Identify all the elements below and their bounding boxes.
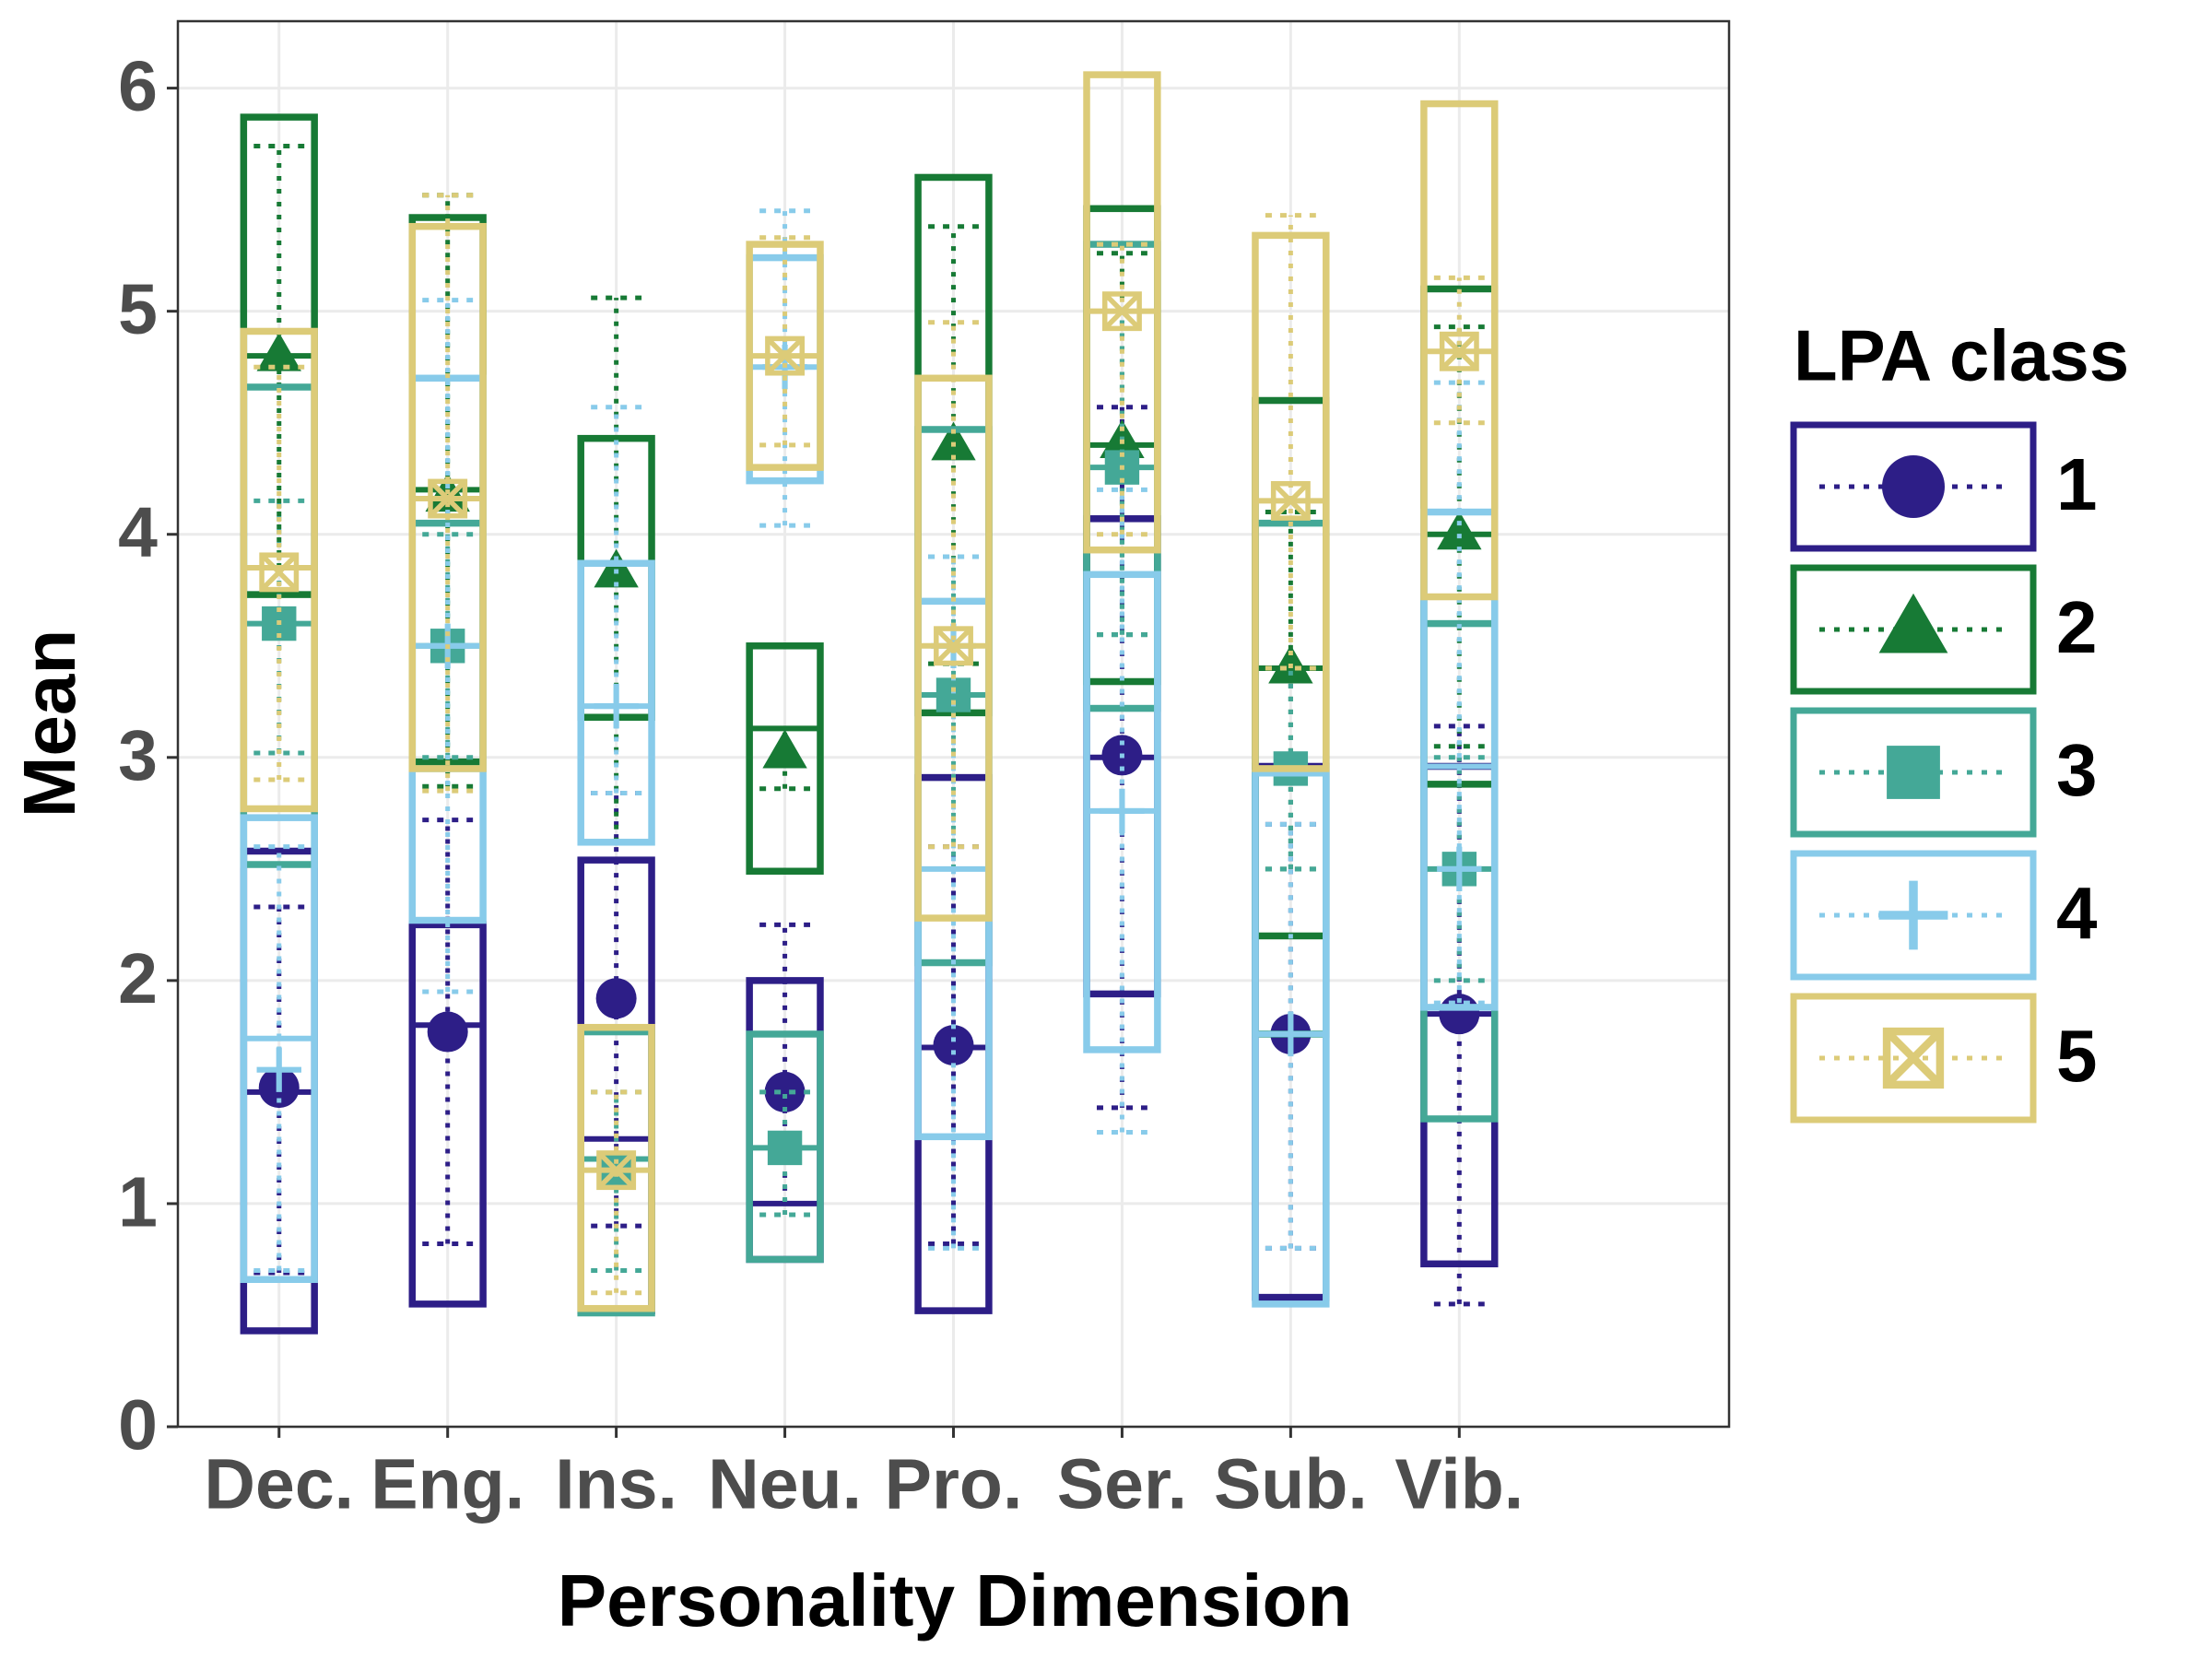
mean-point — [1437, 846, 1482, 892]
mean-point-part — [594, 548, 639, 588]
y-axis-title: Mean — [8, 629, 90, 818]
legend-symbol — [1882, 455, 1945, 518]
legend-title: LPA class — [1794, 315, 2129, 396]
mean-point — [931, 421, 976, 461]
mean-point — [256, 1047, 301, 1092]
y-tick-label: 0 — [118, 1385, 158, 1465]
mean-point — [1268, 1011, 1313, 1057]
mean-point-part — [429, 479, 467, 518]
y-tick-label: 5 — [118, 270, 158, 349]
x-tick-label: Ser. — [1057, 1444, 1187, 1524]
mean-point-part — [934, 626, 973, 666]
legend-label: 1 — [2056, 443, 2098, 525]
mean-point-part — [428, 478, 468, 519]
mean-point-part — [260, 553, 299, 592]
mean-point-part — [765, 336, 805, 375]
x-tick-label: Ins. — [555, 1444, 677, 1524]
mean-point — [428, 478, 468, 519]
mean-point — [594, 548, 639, 588]
x-tick-label: Pro. — [885, 1444, 1023, 1524]
y-tick-label: 1 — [118, 1162, 158, 1241]
legend-symbol-part — [1878, 593, 1948, 653]
mean-point-part — [1102, 292, 1142, 331]
mean-point — [259, 552, 300, 593]
mean-point-part — [259, 552, 300, 593]
mean-point-part — [427, 1011, 468, 1053]
legend-symbol-part — [1884, 1029, 1943, 1088]
mean-point — [595, 978, 637, 1019]
mean-point-part — [596, 1150, 636, 1190]
mean-point-part — [934, 627, 973, 665]
mean-point-part — [767, 1130, 803, 1166]
legend-symbol — [1878, 593, 1948, 653]
y-tick-label: 3 — [118, 716, 158, 795]
mean-point-part — [764, 1071, 806, 1112]
mean-point — [1439, 331, 1479, 371]
mean-point-part — [256, 332, 301, 371]
mean-point-part — [1270, 480, 1311, 521]
mean-point — [1101, 291, 1142, 332]
box — [240, 814, 318, 1283]
mean-point — [935, 677, 971, 712]
mean-point-part — [1271, 481, 1311, 521]
mean-point — [256, 332, 301, 371]
mean-point — [933, 1025, 974, 1066]
mean-point — [765, 335, 806, 376]
x-axis-title: Personality Dimension — [558, 1559, 1352, 1641]
legend-label: 4 — [2056, 872, 2098, 954]
mean-point-part — [1440, 332, 1478, 371]
mean-point-part — [1439, 331, 1479, 371]
mean-point-part — [931, 421, 976, 461]
mean-point-part — [1437, 511, 1482, 550]
x-tick-label: Sub. — [1214, 1444, 1368, 1524]
mean-point — [1270, 480, 1311, 521]
mean-point — [1100, 788, 1145, 834]
mean-point-part — [933, 1025, 974, 1066]
mean-point — [767, 1130, 803, 1166]
legend-symbol — [1887, 746, 1940, 799]
y-tick-label: 2 — [118, 939, 158, 1018]
box — [1252, 770, 1330, 1308]
box — [746, 642, 824, 876]
mean-point-part — [1101, 291, 1142, 332]
x-tick-label: Eng. — [371, 1444, 524, 1524]
legend-symbol — [1882, 1027, 1945, 1089]
box — [577, 559, 655, 846]
mean-point — [596, 1150, 637, 1191]
legend-symbol-part — [1882, 1027, 1945, 1089]
mean-point-part — [935, 677, 971, 712]
y-tick-label: 6 — [118, 47, 158, 126]
plot-border — [176, 19, 1731, 1429]
mean-point-part — [765, 335, 806, 376]
mean-point — [762, 729, 807, 769]
mean-point — [427, 1011, 468, 1053]
y-tick-label: 4 — [118, 493, 158, 572]
mean-point-part — [596, 1150, 637, 1191]
legend-symbol-part — [1882, 455, 1945, 518]
mean-point — [594, 683, 639, 729]
mean-point — [764, 1071, 806, 1112]
mean-point — [934, 626, 973, 666]
legend-label: 5 — [2056, 1015, 2098, 1097]
legend-label: 3 — [2056, 729, 2098, 811]
x-tick-label: Vib. — [1394, 1444, 1524, 1524]
legend-label: 2 — [2056, 586, 2098, 668]
legend-symbol — [1878, 880, 1948, 950]
legend-symbol-part — [1887, 746, 1940, 799]
x-tick-label: Neu. — [708, 1444, 862, 1524]
x-tick-label: Dec. — [204, 1444, 354, 1524]
mean-point — [1437, 511, 1482, 550]
mean-point-part — [595, 978, 637, 1019]
mean-point-part — [762, 729, 807, 769]
